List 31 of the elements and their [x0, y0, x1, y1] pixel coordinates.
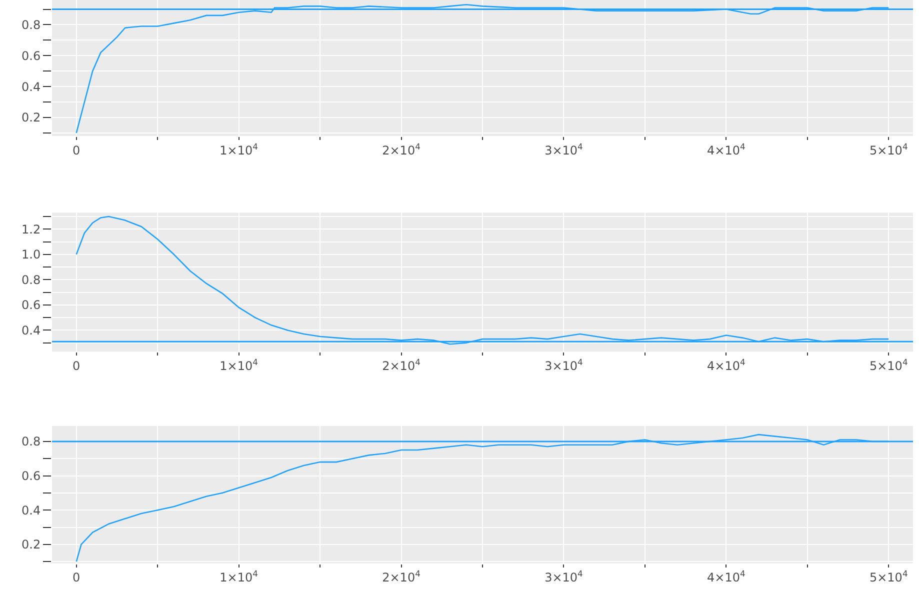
y-tick-label: 0.2: [22, 538, 41, 552]
x-tick-label: 2×10$^{4}$: [382, 141, 420, 158]
y-tick-label: 0.8: [22, 18, 41, 32]
x-tick-label: 5×10$^{4}$: [869, 357, 908, 374]
y-tick-label: 0.2: [22, 110, 41, 125]
y-tick-label: 0.8: [22, 272, 41, 287]
x-tick-label: 0: [72, 570, 80, 585]
y-tick-label: 0.6: [22, 48, 41, 63]
y-tick-label: 0.6: [22, 468, 41, 483]
x-tick-label: 2×10$^{4}$: [382, 357, 420, 374]
x-tick-label: 0: [72, 359, 80, 374]
x-tick-label: 1×10$^{4}$: [220, 141, 258, 158]
y-tick-label: 0.4: [22, 323, 41, 338]
text: 1.0: [22, 248, 41, 262]
x-tick-label: 5×10$^{4}$: [869, 141, 908, 158]
x-tick-label: 2×10$^{4}$: [382, 568, 420, 585]
x-tick-label: 0: [72, 143, 80, 158]
x-tick-label: 1×10$^{4}$: [220, 568, 258, 585]
x-tick-label: 5×10$^{4}$: [869, 568, 908, 585]
x-tick-label: 4×10$^{4}$: [707, 141, 746, 158]
y-tick-label: 0.6: [22, 298, 41, 312]
x-tick-label: 3×10$^{4}$: [544, 141, 583, 158]
x-tick-label: 3×10$^{4}$: [544, 568, 583, 585]
y-tick-label: 0.4: [22, 80, 41, 94]
x-tick-label: 4×10$^{4}$: [707, 357, 746, 374]
y-tick-label: 0.8: [22, 434, 41, 449]
x-tick-label: 4×10$^{4}$: [707, 568, 746, 585]
y-tick-label: 1.2: [22, 222, 41, 236]
x-tick-label: 3×10$^{4}$: [544, 357, 583, 374]
y-tick-label: 0.4: [22, 503, 41, 518]
x-tick-label: 1×10$^{4}$: [220, 357, 258, 374]
